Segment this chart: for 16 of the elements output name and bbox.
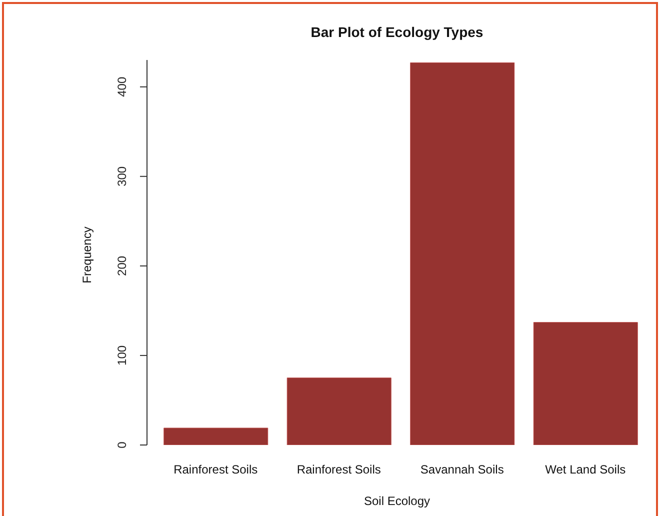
x-tick-label: Rainforest Soils: [296, 462, 381, 477]
y-tick-label: 100: [115, 345, 129, 366]
bar: [286, 378, 392, 445]
x-axis-title: Soil Ecology: [362, 494, 432, 508]
y-tick-label: 200: [115, 256, 129, 276]
bar: [164, 428, 268, 445]
y-axis-title: Frequency: [80, 226, 94, 286]
y-tick-label: 400: [115, 76, 129, 97]
x-tick-label: Rainforest Soils: [174, 462, 258, 477]
bar: [533, 322, 638, 445]
chart-title: Bar Plot of Ecology Types: [310, 24, 484, 40]
y-tick-label: 300: [115, 166, 129, 186]
x-tick-label: Wet Land Soils: [545, 462, 626, 477]
bar: [410, 62, 515, 445]
x-tick-label: Savannah Soils: [420, 462, 504, 477]
y-tick-label: 0: [115, 441, 129, 448]
